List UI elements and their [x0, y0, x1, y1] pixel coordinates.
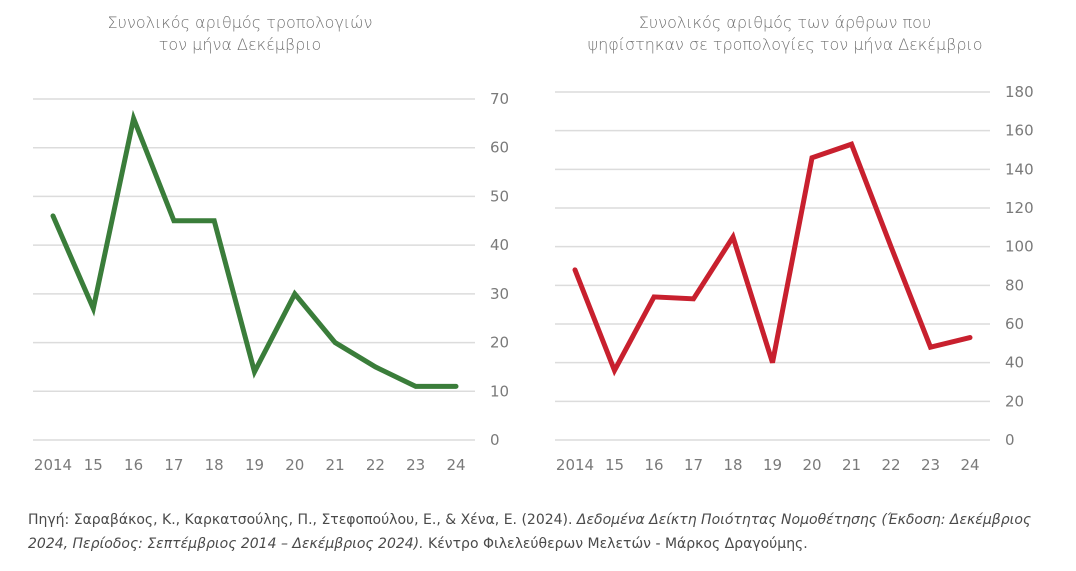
- left-x-tick-label: 24: [446, 456, 465, 474]
- left-x-tick-label: 15: [84, 456, 103, 474]
- right-x-tick-label: 17: [684, 456, 703, 474]
- left-y-tick-label: 40: [490, 236, 509, 254]
- left-y-tick-label: 20: [490, 334, 509, 352]
- source-suffix: Κέντρο Φιλελεύθερων Μελετών - Μάρκος Δρα…: [423, 536, 808, 552]
- left-y-tick-label: 10: [490, 382, 509, 400]
- left-y-tick-label: 50: [490, 187, 509, 205]
- right-x-tick-label: 21: [842, 456, 861, 474]
- left-x-tick-label: 23: [406, 456, 425, 474]
- right-y-tick-label: 60: [1005, 315, 1024, 333]
- left-series-line: [50, 109, 459, 389]
- source-title: Δεδομένα Δείκτη Ποιότητας Νομοθέτησης (Έ…: [28, 512, 1032, 552]
- left-x-tick-label: 19: [245, 456, 264, 474]
- right-x-tick-label: 16: [644, 456, 663, 474]
- right-y-tick-label: 180: [1005, 83, 1034, 101]
- left-x-tick-label: 2014: [34, 456, 72, 474]
- charts-canvas: 0 10 20 30 40 50 60 70 2014 15 16 17 18 19 20 21 22 23 24 0…: [33, 83, 1034, 474]
- right-x-tick-label: 24: [960, 456, 979, 474]
- right-chart-title: Συνολικός αριθμός των άρθρων που ψηφίστη…: [587, 13, 983, 54]
- right-y-tick-label: 100: [1005, 238, 1034, 256]
- source-prefix: Πηγή: Σαραβάκος, Κ., Καρκατσούλης, Π., Σ…: [28, 512, 577, 528]
- right-y-tick-label: 140: [1005, 160, 1034, 178]
- right-y-tick-label: 40: [1005, 354, 1024, 372]
- left-x-tick-label: 17: [164, 456, 183, 474]
- right-x-tick-label: 15: [605, 456, 624, 474]
- right-x-tick-label: 20: [802, 456, 821, 474]
- source-note: Πηγή: Σαραβάκος, Κ., Καρκατσούλης, Π., Σ…: [28, 508, 1058, 556]
- left-y-tick-label: 30: [490, 285, 509, 303]
- left-x-tick-label: 18: [205, 456, 224, 474]
- left-x-tick-label: 16: [124, 456, 143, 474]
- left-y-tick-label: 60: [490, 139, 509, 157]
- right-x-tick-label: 18: [723, 456, 742, 474]
- right-x-tick-label: 2014: [556, 456, 594, 474]
- left-chart-title: Συνολικός αριθμός τροπολογιών τον μήνα Δ…: [107, 13, 373, 54]
- left-y-tick-label: 0: [490, 431, 500, 449]
- right-y-tick-label: 160: [1005, 122, 1034, 140]
- right-x-tick-label: 23: [921, 456, 940, 474]
- right-y-tick-label: 120: [1005, 199, 1034, 217]
- left-x-tick-label: 22: [366, 456, 385, 474]
- right-y-tick-label: 0: [1005, 431, 1015, 449]
- right-y-tick-label: 80: [1005, 276, 1024, 294]
- left-x-tick-label: 21: [326, 456, 345, 474]
- right-series-line: [572, 141, 973, 377]
- right-y-tick-label: 20: [1005, 392, 1024, 410]
- right-x-tick-label: 22: [881, 456, 900, 474]
- left-x-tick-label: 20: [285, 456, 304, 474]
- right-x-tick-label: 19: [763, 456, 782, 474]
- left-y-tick-label: 70: [490, 90, 509, 108]
